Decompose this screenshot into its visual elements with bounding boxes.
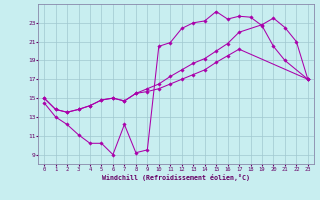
X-axis label: Windchill (Refroidissement éolien,°C): Windchill (Refroidissement éolien,°C) — [102, 174, 250, 181]
